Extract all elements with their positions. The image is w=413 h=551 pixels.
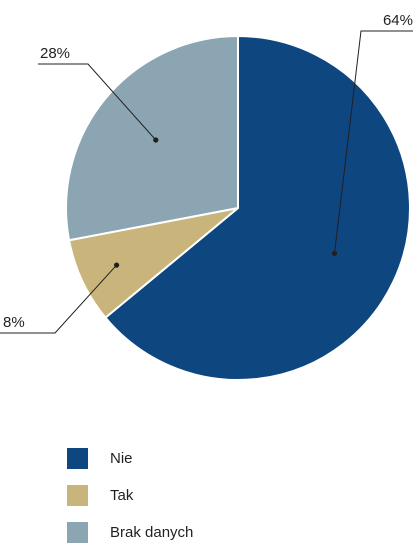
legend-item-tak: Tak — [67, 477, 193, 514]
leader-dot-nie — [332, 251, 337, 256]
data-label-tak: 8% — [3, 314, 25, 331]
data-label-nie: 64% — [383, 12, 413, 29]
legend-swatch-nie — [67, 448, 88, 469]
pie-chart: 64% 8% 28% — [0, 0, 413, 420]
leader-dot-tak — [114, 263, 119, 268]
legend-item-brak-danych: Brak danych — [67, 514, 193, 551]
legend-swatch-brak-danych — [67, 522, 88, 543]
leader-dot-brak-danych — [153, 137, 158, 142]
data-label-brak-danych: 28% — [40, 45, 70, 62]
legend-item-nie: Nie — [67, 440, 193, 477]
legend-swatch-tak — [67, 485, 88, 506]
legend-label-nie: Nie — [110, 450, 133, 467]
legend: Nie Tak Brak danych — [67, 440, 193, 551]
legend-label-brak-danych: Brak danych — [110, 524, 193, 541]
pie-slice-brak-danych — [66, 36, 238, 240]
legend-label-tak: Tak — [110, 487, 133, 504]
